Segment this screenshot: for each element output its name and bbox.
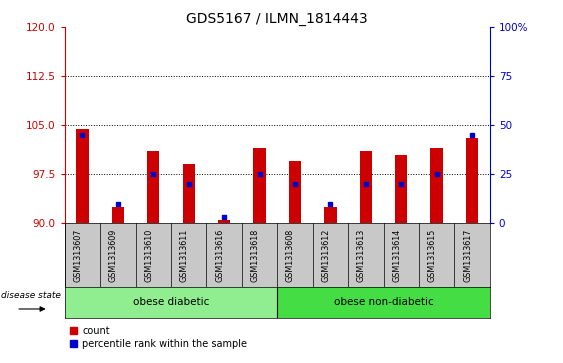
Bar [182, 164, 195, 223]
Text: GSM1313616: GSM1313616 [215, 228, 224, 282]
Text: GSM1313617: GSM1313617 [463, 228, 472, 282]
Bar [324, 207, 337, 223]
Bar [65, 287, 278, 318]
Text: GSM1313613: GSM1313613 [357, 228, 366, 282]
Text: GSM1313614: GSM1313614 [392, 228, 401, 282]
Bar [431, 148, 443, 223]
Legend: count, percentile rank within the sample: count, percentile rank within the sample [70, 326, 247, 349]
Text: GSM1313612: GSM1313612 [321, 228, 330, 282]
Bar [395, 155, 408, 223]
Text: GSM1313607: GSM1313607 [73, 228, 82, 282]
Bar [111, 207, 124, 223]
Text: GSM1313615: GSM1313615 [428, 228, 437, 282]
Text: obese diabetic: obese diabetic [133, 297, 209, 307]
Bar [147, 151, 159, 223]
Text: GSM1313611: GSM1313611 [180, 228, 189, 282]
Text: GSM1313618: GSM1313618 [251, 228, 260, 282]
Text: GSM1313608: GSM1313608 [286, 228, 295, 282]
Bar [289, 161, 301, 223]
Text: obese non-diabetic: obese non-diabetic [334, 297, 434, 307]
Text: GSM1313610: GSM1313610 [144, 228, 153, 282]
Text: GSM1313609: GSM1313609 [109, 228, 118, 282]
Bar [253, 148, 266, 223]
Bar [76, 129, 88, 223]
Bar [278, 287, 490, 318]
Bar [218, 220, 230, 223]
Title: GDS5167 / ILMN_1814443: GDS5167 / ILMN_1814443 [186, 12, 368, 26]
Bar [360, 151, 372, 223]
Text: disease state: disease state [1, 291, 61, 300]
Bar [466, 138, 479, 223]
